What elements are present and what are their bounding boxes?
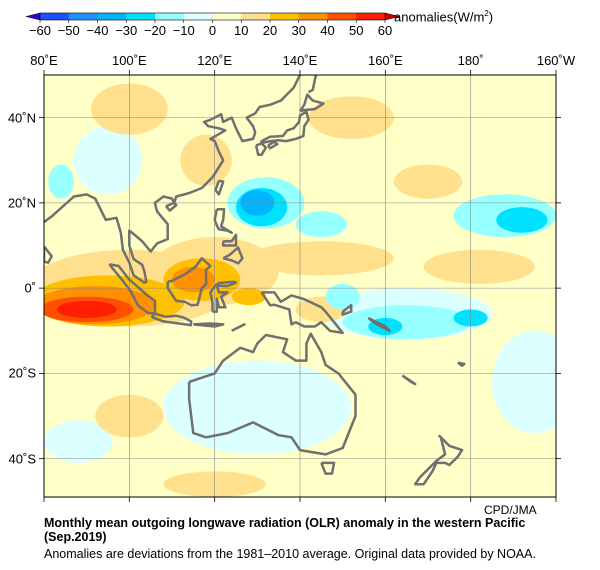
- anomaly-south-pacific-negative: [492, 330, 556, 434]
- coastline-shikoku: [266, 140, 279, 150]
- coastline-sulawesi: [209, 280, 238, 313]
- colorbar-swatch: [356, 13, 386, 20]
- colorbar-tick-label: −50: [57, 23, 80, 38]
- coastline-srilanka: [44, 245, 53, 264]
- coastline-timor: [231, 323, 246, 332]
- anomaly-south-indian-negative: [44, 420, 113, 463]
- colorbar-swatch: [327, 13, 357, 20]
- colorbar-tick-label: 10: [234, 23, 249, 38]
- figure-note: Anomalies are deviations from the 1981–2…: [44, 547, 536, 561]
- longitude-label: 160˚W: [536, 53, 576, 68]
- colorbar-tick-label: 20: [262, 23, 278, 38]
- credit-label: CPD/JMA: [484, 503, 537, 517]
- colorbar-tick-label: 60: [377, 23, 393, 38]
- coastline-kyushu: [254, 142, 268, 156]
- colorbar-tick-label: 50: [349, 23, 364, 38]
- longitude-label: 160˚E: [367, 53, 403, 68]
- colorbar-tick-label: −30: [115, 23, 138, 38]
- olr-anomaly-map: [39, 70, 561, 502]
- coastline-newbritain: [341, 303, 353, 316]
- longitude-label: 120˚E: [197, 53, 233, 68]
- colorbar-swatch: [241, 13, 271, 20]
- anomaly-australia-negative: [163, 360, 352, 455]
- figure-title: Monthly mean outgoing longwave radiation…: [44, 516, 526, 544]
- colorbar-tick-label: −40: [86, 23, 109, 38]
- colorbar-swatch: [298, 13, 328, 20]
- colorbar: [25, 12, 400, 23]
- coastline-luzon: [213, 208, 233, 234]
- coastline-newcaledonia: [401, 374, 417, 386]
- colorbar-tick-label: −60: [28, 23, 52, 38]
- anomaly-subtropic-positive: [393, 164, 463, 199]
- coastline-borneo: [166, 257, 212, 307]
- coastline-solomons: [367, 316, 391, 333]
- colorbar-tick-label: 30: [291, 23, 306, 38]
- anomaly-png-negative-15: [325, 283, 360, 310]
- coastline-hokkaido: [298, 93, 325, 113]
- colorbar-tick-label: 0: [208, 23, 217, 38]
- longitude-label: 180˚: [457, 53, 484, 68]
- anomaly-hawaii-negative-25: [496, 207, 548, 233]
- coastline-tasmania: [320, 461, 336, 475]
- colorbar-swatch: [183, 13, 213, 20]
- anomaly-sumatra-positive-55: [56, 300, 117, 318]
- anomaly-borneo-positive-35: [172, 266, 215, 293]
- colorbar-swatch: [155, 13, 185, 20]
- anomaly-bay-negative-15: [48, 164, 74, 199]
- coastline-fiji: [457, 361, 466, 367]
- anomaly-china-positive: [180, 134, 232, 186]
- coastline-visayas: [221, 233, 238, 247]
- colorbar-swatch: [40, 13, 70, 20]
- colorbar-tick-label: −10: [172, 23, 195, 38]
- coastline-mindanao: [222, 246, 244, 265]
- coastline-java: [150, 312, 193, 327]
- coastline-honshu: [259, 110, 310, 145]
- colorbar-swatch: [68, 13, 98, 20]
- coastline-australia: [187, 332, 357, 456]
- latitude-label: 20˚S: [8, 365, 36, 381]
- colorbar-tick-label: 40: [320, 23, 335, 38]
- anomaly-sulawesi-positive-25: [231, 288, 266, 306]
- colorbar-swatch: [97, 13, 127, 20]
- longitude-label: 80˚E: [30, 53, 58, 68]
- coastline-asia: [44, 75, 302, 284]
- colorbar-swatch: [212, 13, 242, 20]
- anomaly-itcz-positive: [248, 241, 394, 276]
- anomaly-china-negative: [73, 126, 143, 195]
- latitude-label: 40˚S: [8, 451, 36, 467]
- coastline-sakhalin: [307, 75, 318, 94]
- anomaly-wp-negative-15: [295, 211, 347, 237]
- coastline-taiwan: [214, 179, 225, 196]
- coastline-newzealand: [413, 434, 464, 486]
- longitude-label: 140˚E: [282, 53, 318, 68]
- latitude-label: 40˚N: [7, 110, 36, 126]
- colorbar-swatch: [126, 13, 156, 20]
- latitude-label: 20˚N: [7, 195, 36, 211]
- colorbar-tick-label: −20: [143, 23, 167, 38]
- latitude-label: 0˚: [24, 280, 36, 296]
- coastline-hainan: [165, 201, 178, 212]
- colorbar-swatch: [270, 13, 300, 20]
- anomaly-central-pacific-positive: [423, 249, 535, 284]
- coastline-newguinea: [260, 291, 344, 335]
- coastline-lessersunda: [193, 322, 225, 328]
- anomaly-spcz-negative-15: [342, 305, 471, 340]
- colorbar-units-label: anomalies(W/m2): [394, 9, 494, 25]
- longitude-label: 100˚E: [111, 53, 147, 68]
